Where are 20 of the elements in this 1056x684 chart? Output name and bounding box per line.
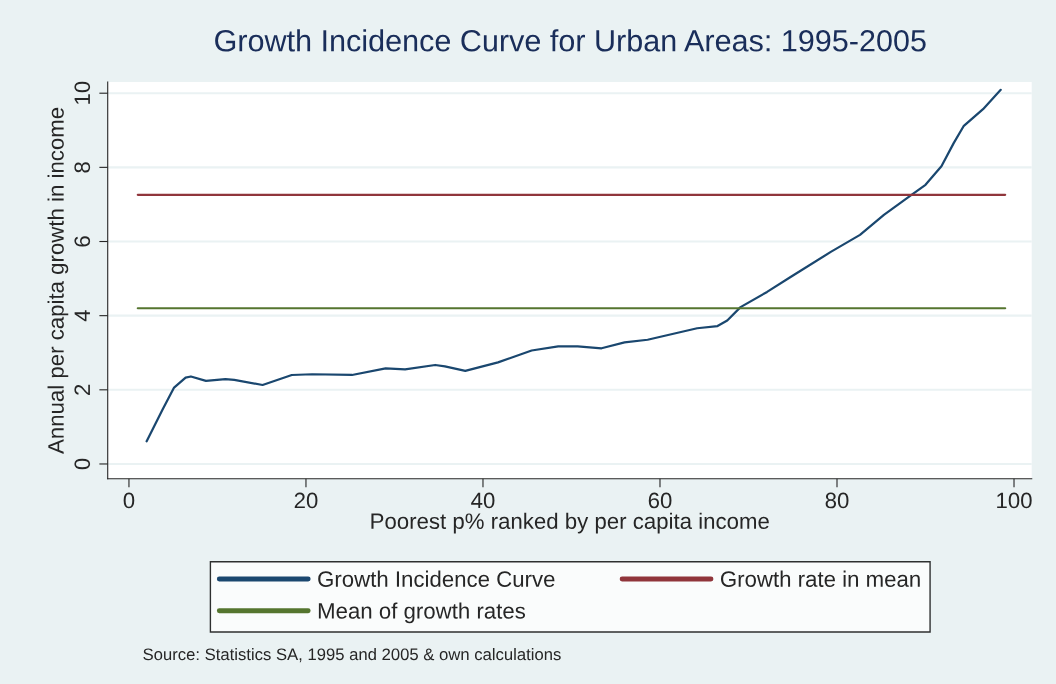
y-tick-label: 0 xyxy=(74,458,91,470)
chart-title: Growth Incidence Curve for Urban Areas: 1995-2005 xyxy=(215,29,926,52)
x-tick-label: 80 xyxy=(825,492,849,509)
y-tick-label: 6 xyxy=(74,236,91,247)
legend-label: Growth Incidence Curve xyxy=(318,570,555,587)
line-series xyxy=(145,88,1002,443)
x-axis-title: Poorest p% ranked by per capita income xyxy=(371,512,769,534)
y-axis-title: Annual per capita growth in income xyxy=(47,107,69,454)
y-tick-label: 4 xyxy=(74,310,90,322)
legend-label: Growth rate in mean xyxy=(721,570,920,587)
source-note: Source: Statistics SA, 1995 and 2005 & own calculations xyxy=(143,647,561,663)
legend-label: Mean of growth rates xyxy=(318,602,526,624)
y-tick-label: 10 xyxy=(74,81,91,104)
x-tick-label: 100 xyxy=(997,492,1032,509)
y-tick-label: 2 xyxy=(74,384,90,395)
x-tick-label: 60 xyxy=(648,492,672,509)
y-tick-label: 8 xyxy=(74,162,91,173)
x-tick-label: 20 xyxy=(294,492,318,509)
x-tick-label: 0 xyxy=(123,492,135,509)
x-tick-label: 40 xyxy=(471,492,495,509)
